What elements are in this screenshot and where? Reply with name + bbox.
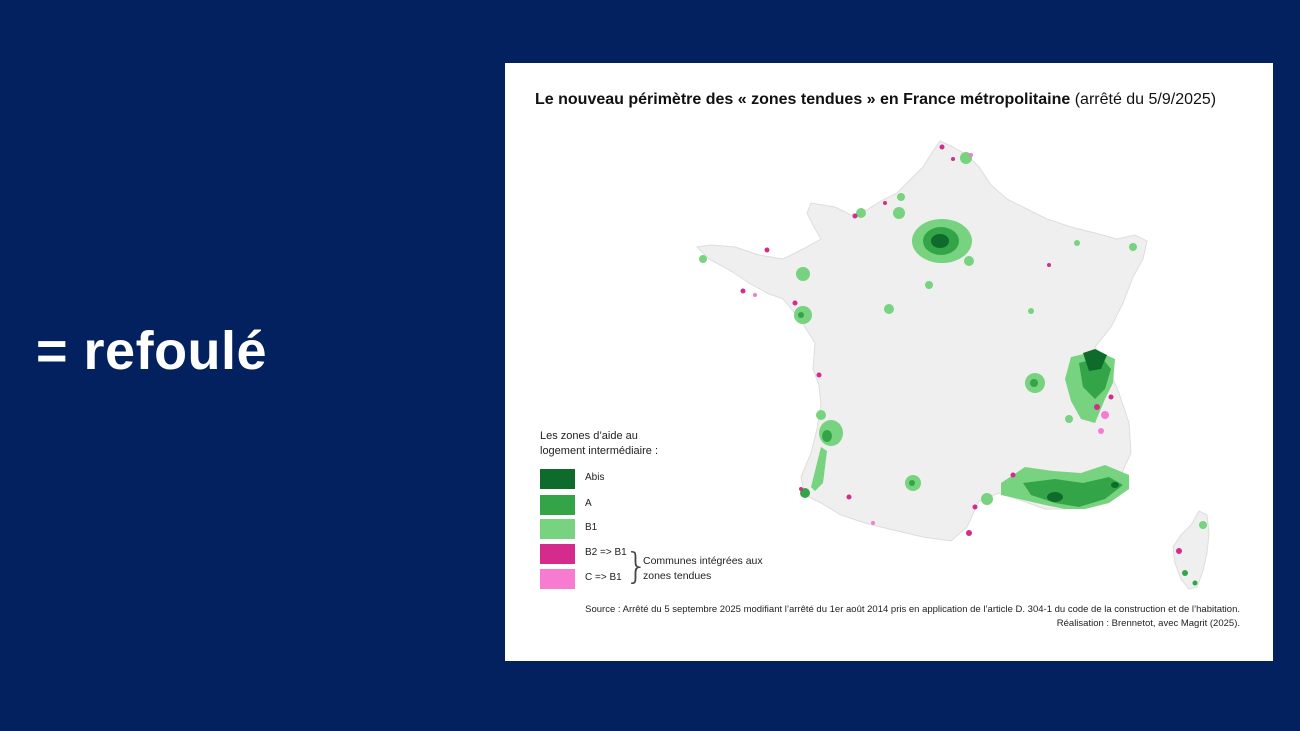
brittany-b2-commune — [740, 288, 746, 294]
legend-brace: } — [625, 546, 648, 587]
bordeaux-a-zone — [822, 430, 832, 442]
brittany-c-commune — [753, 293, 757, 297]
nord-b2-commune — [951, 157, 955, 161]
legend-swatch-b2-to-b1 — [540, 544, 575, 564]
paris-b1-satellite — [893, 207, 905, 219]
atlantic-b1-zone — [816, 410, 826, 420]
geneva-abis-zone — [1083, 349, 1107, 371]
pyrenees-c-commune — [871, 521, 875, 525]
ajaccio-b2-commune — [1176, 548, 1182, 554]
dijon-b1-zone — [1028, 308, 1034, 314]
basque-a-zone — [800, 488, 810, 498]
paris-abis-zone — [931, 234, 949, 248]
basque-b2-commune — [799, 487, 803, 491]
map-title-date: (arrêté du 5/9/2025) — [1070, 91, 1217, 108]
montpellier-b1-zone — [981, 493, 993, 505]
alps-a-zone — [1079, 357, 1111, 399]
corsica-a-zone — [1192, 580, 1198, 586]
legend-swatch-abis — [540, 469, 575, 489]
bastia-b1-zone — [1199, 521, 1207, 529]
orleans-b1-zone — [925, 281, 933, 289]
france-map — [695, 140, 1210, 590]
alps-b2-commune — [1094, 404, 1100, 410]
legend-label-b2-to-b1: B2 => B1 — [585, 547, 627, 558]
legend-title: Les zones d’aide au logement intermédiai… — [540, 430, 659, 457]
rennes-b1-zone — [796, 267, 810, 281]
legend-label-abis: Abis — [585, 472, 605, 483]
lyon-a-zone — [1030, 379, 1038, 387]
caen-b1-zone — [856, 208, 866, 218]
nantes-a-zone — [798, 312, 804, 318]
lorraine-b1-zone — [1074, 240, 1080, 246]
languedoc-b2-commune — [972, 504, 978, 510]
slide-heading: = refoulé — [36, 321, 268, 381]
map-figure: Le nouveau périmètre des « zones tendues… — [505, 63, 1273, 661]
normandy-b2-commune — [852, 213, 858, 219]
paris-b1-satellite — [964, 256, 974, 266]
legend-label-c-to-b1: C => B1 — [585, 572, 622, 583]
alps-c-commune — [1098, 428, 1104, 434]
rouen-b1-zone — [897, 193, 905, 201]
map-credit: Réalisation : Brennetot, avec Magrit (20… — [1056, 618, 1240, 629]
corsica-shape — [1172, 510, 1210, 590]
atlantic-b2-commune — [816, 372, 822, 378]
mainland-france-shape — [695, 140, 1148, 542]
nord-c-commune — [969, 153, 973, 157]
nice-abis-zone — [1111, 482, 1119, 488]
corsica-a-zone — [1182, 570, 1188, 576]
pau-b2-commune — [846, 494, 852, 500]
tours-b1-zone — [884, 304, 894, 314]
nord-b2-commune — [939, 144, 945, 150]
provence-b2-commune — [1010, 472, 1016, 478]
normandy-b2-commune — [883, 201, 887, 205]
alps-c-commune — [1101, 411, 1109, 419]
legend-swatch-b1 — [540, 519, 575, 539]
legend-label-a: A — [585, 498, 592, 509]
lorraine-b2-commune — [1047, 263, 1051, 267]
brest-b1-zone — [699, 255, 707, 263]
marseille-abis-zone — [1047, 492, 1063, 502]
riviera-a-zone — [1023, 477, 1123, 507]
grenoble-b1-zone — [1065, 415, 1073, 423]
toulouse-a-zone — [909, 480, 915, 486]
map-source: Source : Arrêté du 5 septembre 2025 modi… — [585, 604, 1240, 615]
loire-b2-commune — [792, 300, 798, 306]
map-title-main: Le nouveau périmètre des « zones tendues… — [535, 91, 1071, 108]
legend-swatch-a — [540, 495, 575, 515]
roussillon-b2-commune — [966, 530, 972, 536]
map-title: Le nouveau périmètre des « zones tendues… — [535, 91, 1216, 109]
brittany-b2-commune — [764, 247, 770, 253]
legend-swatch-c-to-b1 — [540, 569, 575, 589]
legend-group-label: Communes intégrées aux zones tendues — [643, 555, 763, 582]
legend-label-b1: B1 — [585, 522, 598, 533]
alps-b2-commune — [1108, 394, 1114, 400]
landes-coast-b1-zone — [811, 447, 827, 491]
strasbourg-b1-zone — [1129, 243, 1137, 251]
